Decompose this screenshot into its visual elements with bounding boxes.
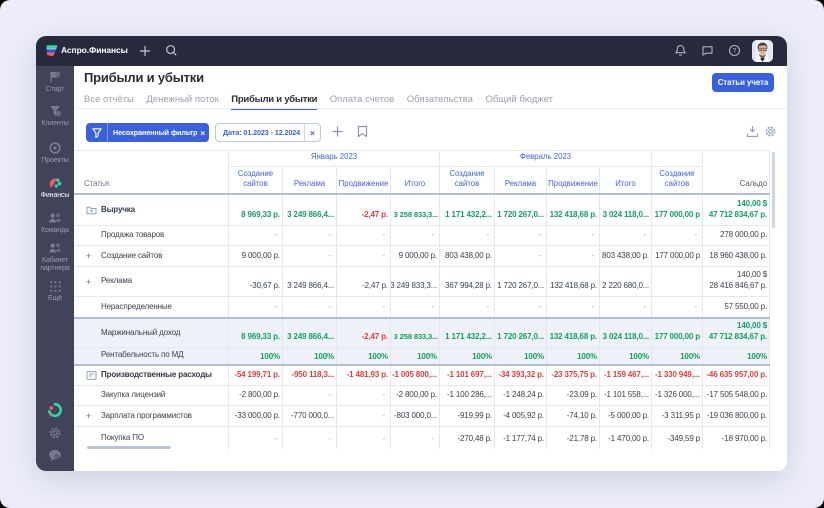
svg-text:?: ? [733,48,737,55]
